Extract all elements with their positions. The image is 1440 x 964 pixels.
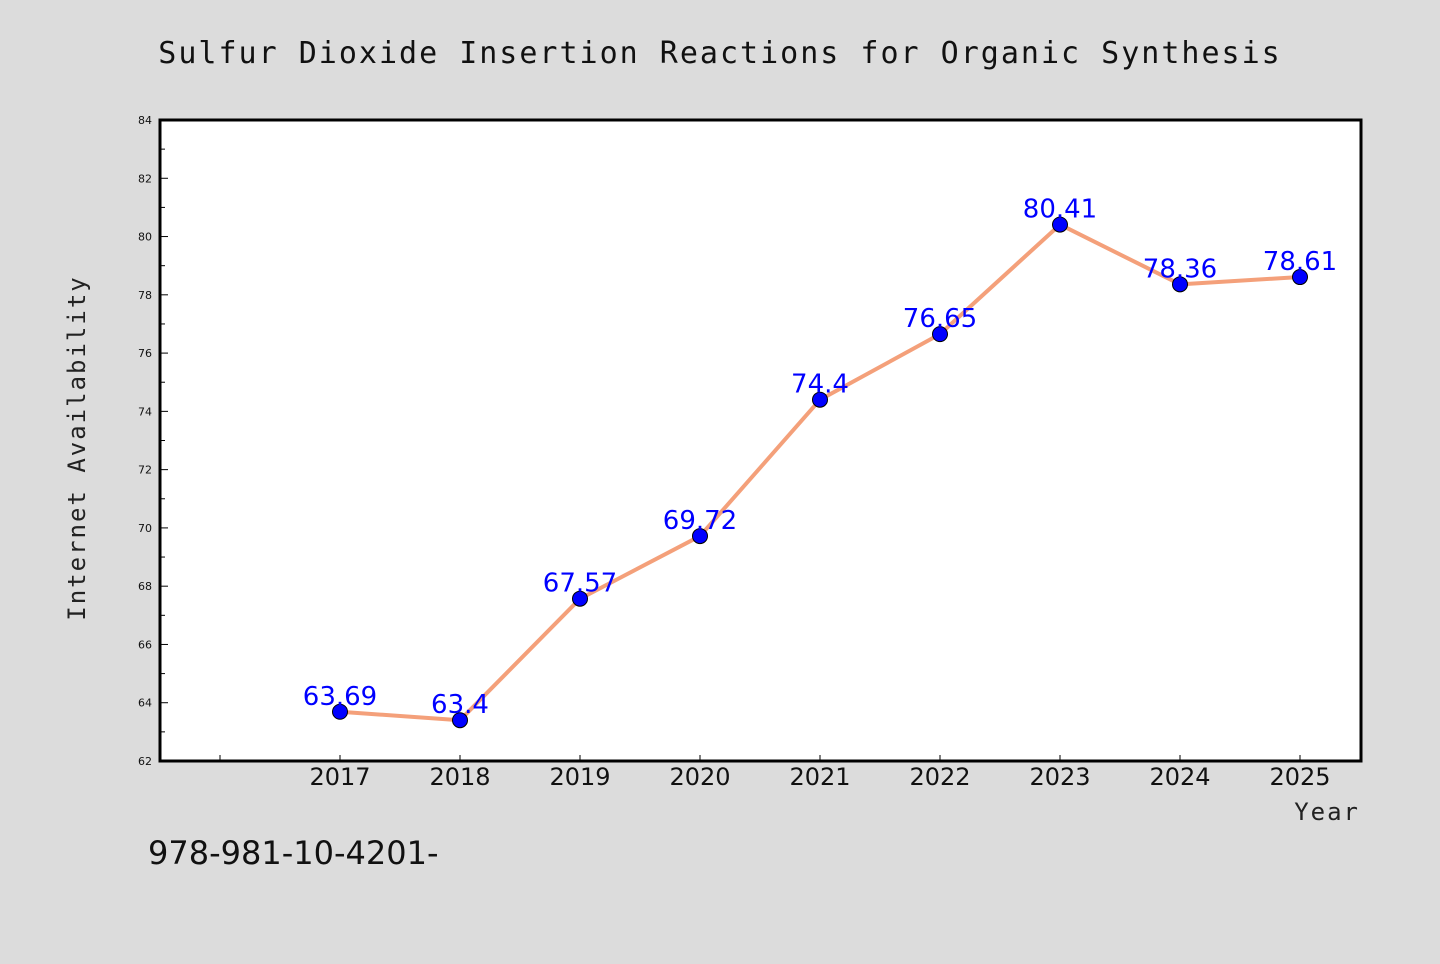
y-tick-label: 72: [138, 464, 152, 477]
y-tick-label: 62: [138, 755, 152, 768]
data-label: 63.4: [431, 690, 489, 720]
data-label: 78.61: [1263, 247, 1337, 277]
data-label: 67.57: [543, 569, 617, 599]
x-axis-label: Year: [1294, 798, 1360, 826]
x-tick-label: 2017: [309, 763, 370, 791]
plot-area: [158, 118, 1363, 763]
data-point: [452, 712, 468, 729]
y-tick-label: 66: [138, 638, 152, 651]
y-tick-label: 70: [138, 522, 152, 535]
data-label: 80.41: [1023, 195, 1097, 225]
data-label: 63.69: [303, 682, 377, 712]
data-label: 78.36: [1143, 254, 1217, 284]
data-label: 76.65: [903, 304, 977, 334]
y-axis-label: Internet Availability: [63, 275, 91, 620]
y-tick-label: 64: [138, 697, 152, 710]
data-point: [1292, 269, 1308, 286]
y-tick-label: 74: [138, 405, 152, 418]
data-point: [1172, 276, 1188, 293]
series-layer: 63.69 63.4 67.57 69.72 74.4 76.65 80.41 78.36 78…: [303, 195, 1337, 729]
data-point: [572, 590, 588, 607]
x-tick-label: 2024: [1149, 763, 1210, 791]
data-label: 69.72: [663, 506, 737, 536]
x-tick-label: 2020: [669, 763, 730, 791]
y-tick-label: 78: [138, 289, 152, 302]
data-point: [812, 391, 828, 408]
data-point: [692, 528, 708, 545]
axis-ticks: 62 64 66 68 70 72 74 76 78 80 82 84 2017 2018 2019 2020…: [138, 114, 1331, 791]
y-tick-label: 84: [138, 114, 152, 127]
x-tick-label: 2022: [909, 763, 970, 791]
y-tick-label: 68: [138, 580, 152, 593]
data-point: [332, 703, 348, 720]
y-tick-label: 82: [138, 172, 152, 185]
x-tick-label: 2021: [789, 763, 850, 791]
x-tick-label: 2023: [1029, 763, 1090, 791]
x-tick-label: 2018: [429, 763, 490, 791]
data-point: [1052, 216, 1068, 233]
chart-title: Sulfur Dioxide Insertion Reactions for O…: [158, 36, 1281, 71]
x-tick-label: 2025: [1269, 763, 1330, 791]
data-point: [932, 326, 948, 343]
y-tick-label: 76: [138, 347, 152, 360]
x-tick-label: 2019: [549, 763, 610, 791]
footer-text: 978-981-10-4201-: [148, 834, 439, 872]
y-tick-label: 80: [138, 231, 152, 244]
data-label: 74.4: [791, 370, 849, 400]
